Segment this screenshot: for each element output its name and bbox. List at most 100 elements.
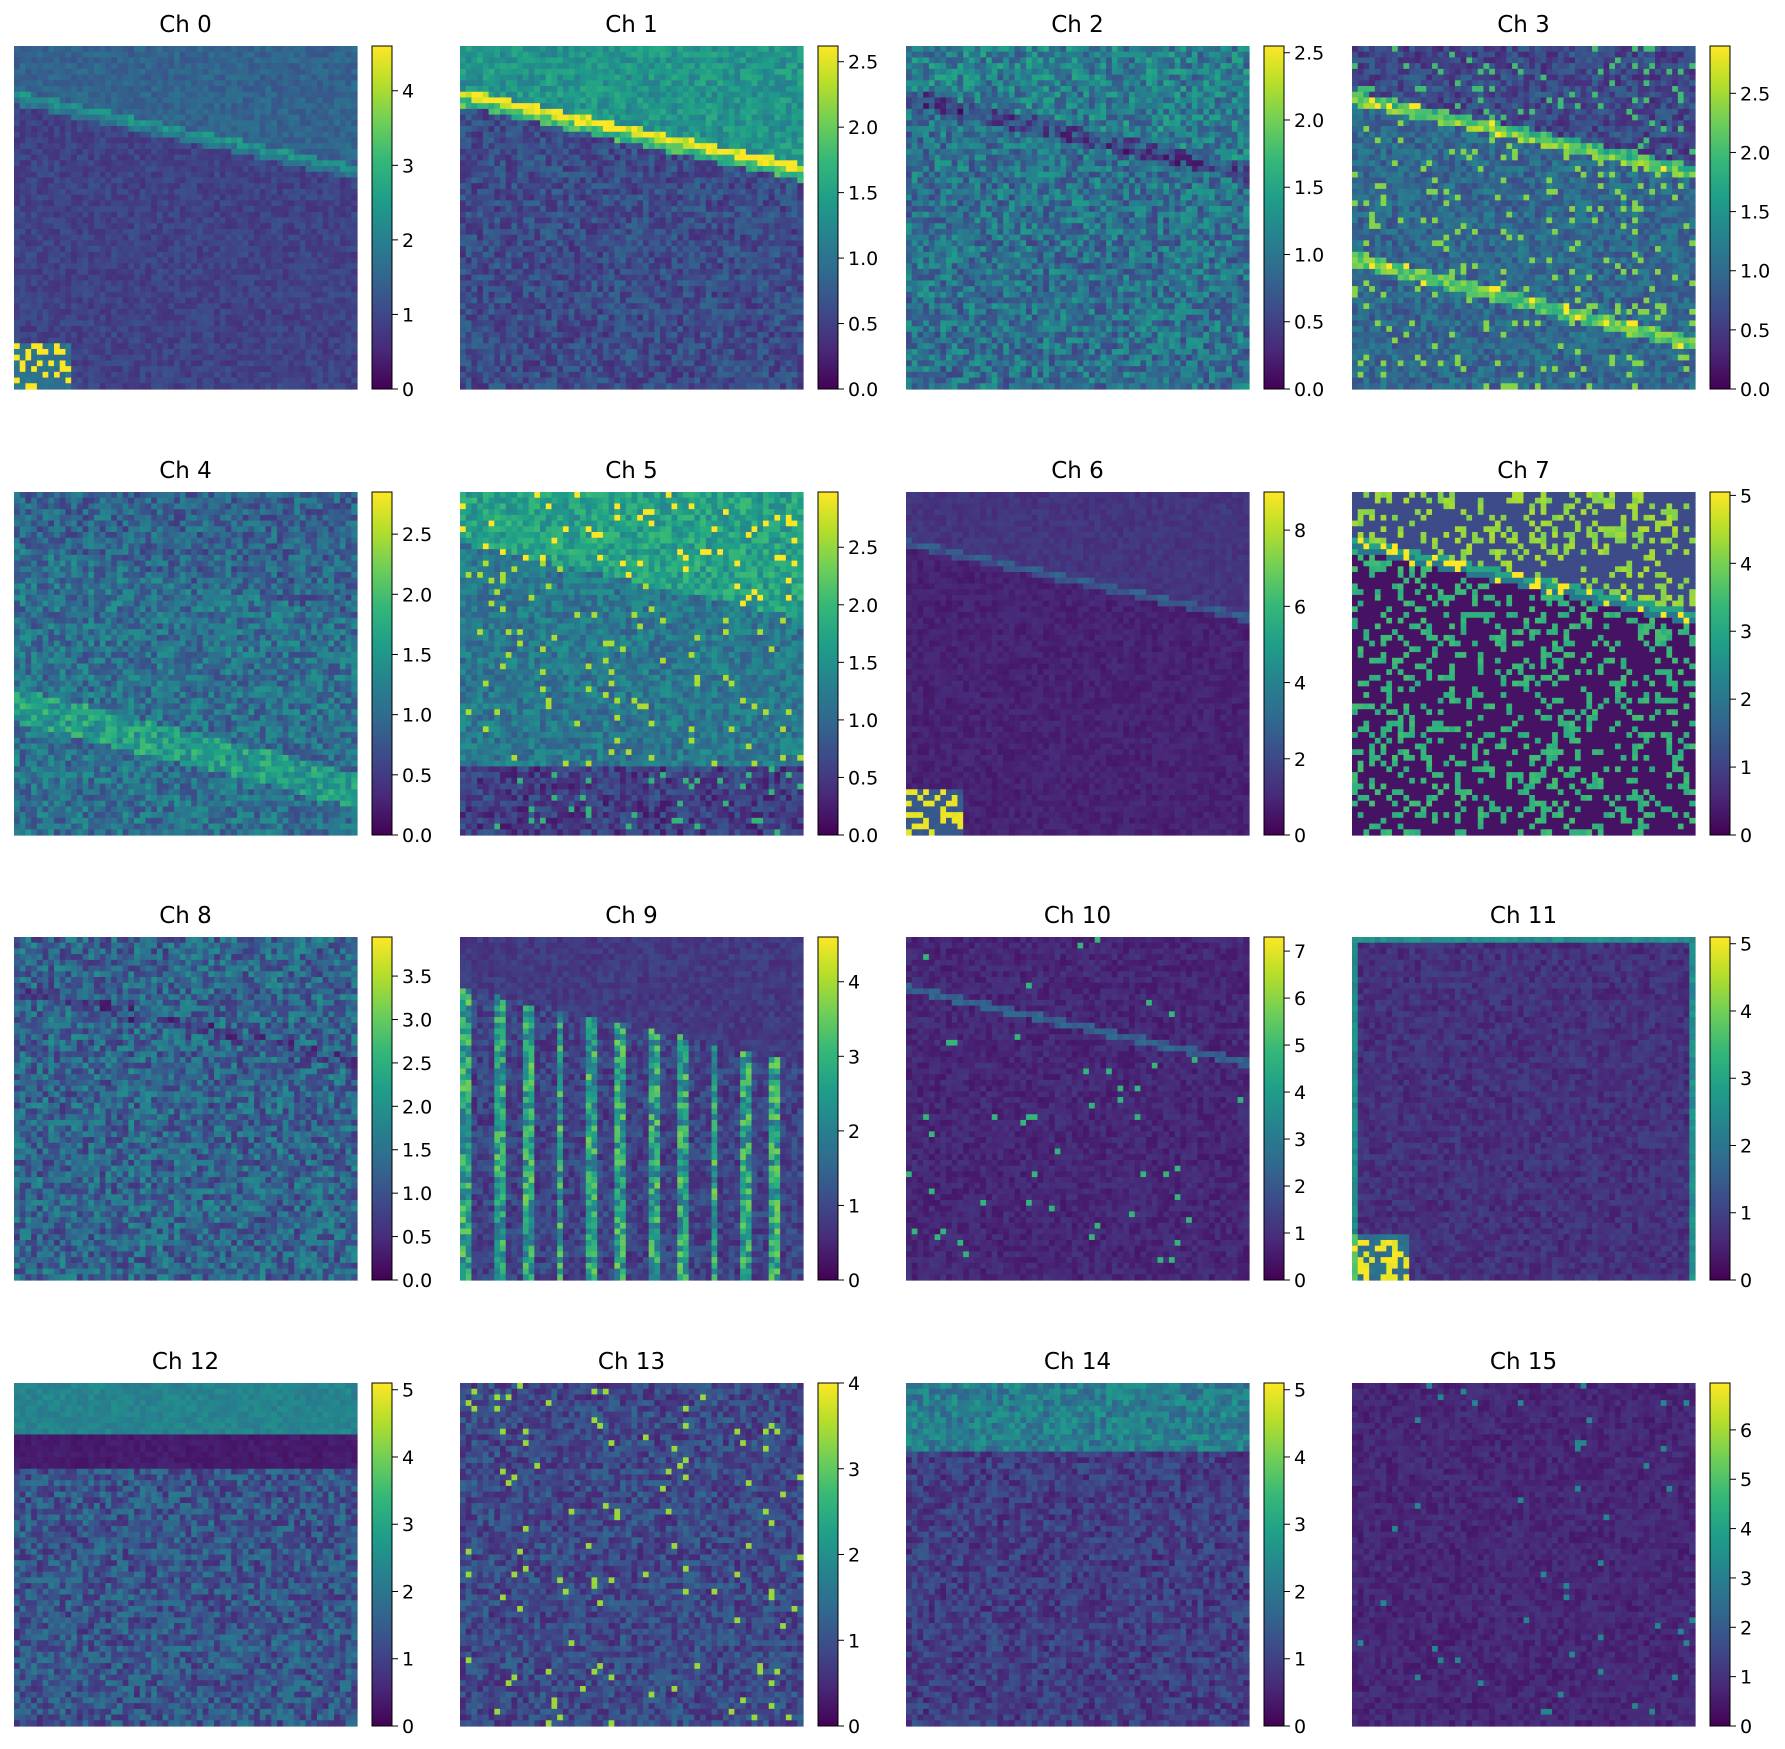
heatmap-cell <box>168 86 174 92</box>
heatmap-cell <box>334 75 340 81</box>
heatmap-cell <box>25 86 31 92</box>
heatmap-cell <box>214 86 220 92</box>
heatmap-cell <box>105 86 111 92</box>
heatmap-cell <box>220 75 226 81</box>
heatmap-cell <box>266 52 272 58</box>
heatmap-cell <box>31 80 37 86</box>
heatmap-cell <box>117 80 123 86</box>
heatmap-cell <box>134 63 140 69</box>
heatmap-cell <box>180 80 186 86</box>
heatmap-cell <box>231 57 237 63</box>
heatmap-cell <box>191 92 197 98</box>
heatmap-cell <box>100 75 106 81</box>
heatmap-cell <box>214 69 220 75</box>
heatmap-cell <box>140 75 146 81</box>
heatmap-cell <box>266 86 272 92</box>
heatmap-cell <box>128 80 134 86</box>
heatmap-cell <box>186 46 192 52</box>
heatmap-cell <box>271 80 277 86</box>
heatmap-cell <box>65 92 71 98</box>
heatmap-cell <box>208 86 214 92</box>
heatmap-cell <box>94 75 100 81</box>
heatmap-cell <box>174 46 180 52</box>
heatmap-cell <box>254 52 260 58</box>
panel-grid: Ch 001234Ch 10.00.51.01.52.02.5Ch 20.00.… <box>14 12 1770 1738</box>
heatmap-cell <box>20 46 26 52</box>
heatmap-cell <box>105 92 111 98</box>
heatmap-cell <box>180 92 186 98</box>
heatmap-cell <box>151 75 157 81</box>
heatmap-cell <box>77 57 83 63</box>
heatmap-cell <box>140 46 146 52</box>
heatmap-cell <box>346 69 352 75</box>
heatmap-cell <box>266 46 272 52</box>
panel-title: Ch 0 <box>159 12 212 38</box>
heatmap-cell <box>43 69 49 75</box>
heatmap-cell <box>60 63 66 69</box>
heatmap-cell <box>351 80 357 86</box>
heatmap-cell <box>203 46 209 52</box>
heatmap-cell <box>243 69 249 75</box>
heatmap-cell <box>306 80 312 86</box>
heatmap-cell <box>237 75 243 81</box>
heatmap-cell <box>323 86 329 92</box>
heatmap-cell <box>208 46 214 52</box>
heatmap-cell <box>25 75 31 81</box>
heatmap-cell <box>317 46 323 52</box>
heatmap-cell <box>134 86 140 92</box>
heatmap-cell <box>283 75 289 81</box>
heatmap-cell <box>111 63 117 69</box>
heatmap-cell <box>151 46 157 52</box>
heatmap-cell <box>317 57 323 63</box>
heatmap-cell <box>88 63 94 69</box>
heatmap-cell <box>94 86 100 92</box>
heatmap-cell <box>117 69 123 75</box>
heatmap-cell <box>54 63 60 69</box>
heatmap-cell <box>43 57 49 63</box>
heatmap-cell <box>37 69 43 75</box>
heatmap-cell <box>117 52 123 58</box>
heatmap-cell <box>20 69 26 75</box>
heatmap-cell <box>231 86 237 92</box>
heatmap-cell <box>334 80 340 86</box>
heatmap-cell <box>31 57 37 63</box>
heatmap-cell <box>328 75 334 81</box>
heatmap-cell <box>243 57 249 63</box>
heatmap-cell <box>334 46 340 52</box>
heatmap-cell <box>317 75 323 81</box>
heatmap-cell <box>237 63 243 69</box>
heatmap-cell <box>317 86 323 92</box>
heatmap-cell <box>351 57 357 63</box>
heatmap-cell <box>37 46 43 52</box>
heatmap-cell <box>306 75 312 81</box>
heatmap-cell <box>134 80 140 86</box>
heatmap-cell <box>277 80 283 86</box>
heatmap-cell <box>128 92 134 98</box>
heatmap-cell <box>306 63 312 69</box>
heatmap-cell <box>65 46 71 52</box>
heatmap-cell <box>140 57 146 63</box>
heatmap-cell <box>174 69 180 75</box>
heatmap-cell <box>134 57 140 63</box>
heatmap-cell <box>31 92 37 98</box>
heatmap-cell <box>203 57 209 63</box>
heatmap-cell <box>214 75 220 81</box>
heatmap-cell <box>300 52 306 58</box>
heatmap-cell <box>37 57 43 63</box>
heatmap-cell <box>340 86 346 92</box>
heatmap-cell <box>88 86 94 92</box>
heatmap-cell <box>88 57 94 63</box>
heatmap-cell <box>197 75 203 81</box>
heatmap-cell <box>43 75 49 81</box>
heatmap-cell <box>25 63 31 69</box>
heatmap-cell <box>237 52 243 58</box>
heatmap-cell <box>60 75 66 81</box>
heatmap-cell <box>145 63 151 69</box>
heatmap-cell <box>180 75 186 81</box>
heatmap-cell <box>237 46 243 52</box>
heatmap-cell <box>60 46 66 52</box>
heatmap-cell <box>323 69 329 75</box>
heatmap-cell <box>351 69 357 75</box>
heatmap-cell <box>271 52 277 58</box>
